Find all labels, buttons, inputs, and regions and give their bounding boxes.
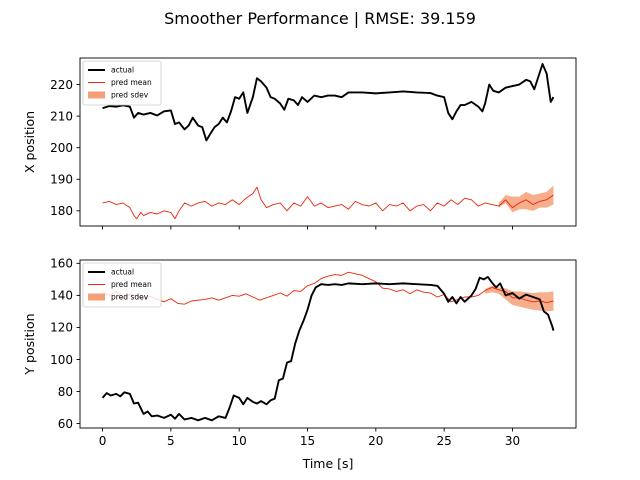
x-tick-label: 0	[99, 434, 107, 448]
x-tick-label: 10	[232, 434, 247, 448]
axes-frame	[79, 259, 577, 429]
y-tick-label: 80	[58, 385, 73, 399]
series-band-pred-sdev	[498, 185, 554, 213]
y-tick-label: 200	[50, 141, 73, 155]
x-axis-label: Time [s]	[302, 456, 354, 471]
y-tick-label: 180	[50, 204, 73, 218]
x-tick-label: 30	[505, 434, 520, 448]
legend-label-actual: actual	[111, 268, 134, 277]
plot-area	[102, 63, 555, 220]
y-tick-label: 160	[50, 257, 73, 271]
y-tick-label: 120	[50, 321, 73, 335]
legend-label-actual: actual	[111, 66, 134, 75]
y-position-panel: 0 5 10 15 20 25 30 60 80 100 120 140 160 Y position ac…	[22, 257, 577, 448]
y-tick-label: 190	[50, 173, 73, 187]
axes-frame	[79, 57, 577, 227]
legend: actual pred mean pred sdev	[82, 262, 162, 308]
figure-title: Smoother Performance | RMSE: 39.159	[164, 9, 476, 28]
legend-swatch-pred-sdev	[88, 91, 105, 99]
x-tick-label: 5	[167, 434, 175, 448]
series-line-actual	[102, 63, 555, 142]
legend-label-pred-mean: pred mean	[111, 78, 152, 87]
x-tick-label: 25	[437, 434, 452, 448]
legend-label-pred-sdev: pred sdev	[111, 91, 149, 100]
y-tick-label: 140	[50, 289, 73, 303]
series-line-pred-mean	[102, 186, 554, 220]
x-tick-label: 20	[368, 434, 383, 448]
y-tick-label: 100	[50, 353, 73, 367]
legend-label-pred-sdev: pred sdev	[111, 293, 149, 302]
y-axis-label: Y position	[22, 313, 37, 375]
y-tick-label: 220	[50, 78, 73, 92]
y-tick-label: 60	[58, 417, 73, 431]
legend-swatch-pred-sdev	[88, 293, 105, 301]
x-position-panel: 180 190 200 210 220 X position actual pred mean…	[22, 57, 577, 230]
legend-label-pred-mean: pred mean	[111, 280, 152, 289]
y-axis-label: X position	[22, 111, 37, 173]
series-line-actual	[101, 276, 555, 422]
plot-area	[101, 271, 555, 422]
series-line-pred-mean	[102, 271, 554, 305]
legend: actual pred mean pred sdev	[82, 60, 162, 106]
y-tick-label: 210	[50, 109, 73, 123]
x-tick-label: 15	[300, 434, 315, 448]
